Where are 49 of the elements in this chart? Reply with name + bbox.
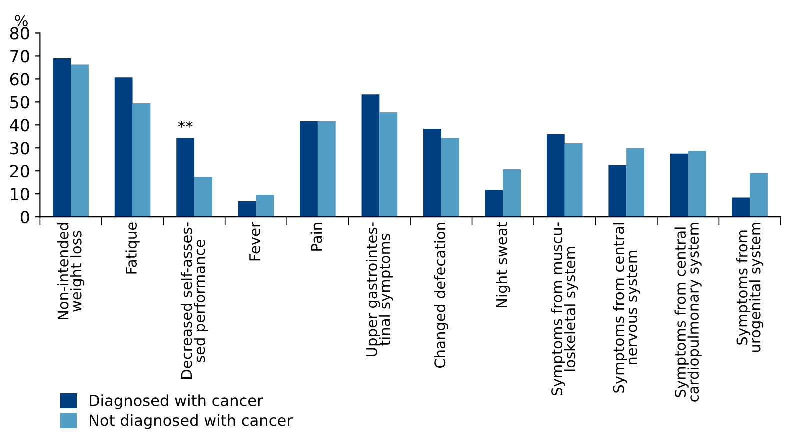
y-tick-label: 10 <box>11 188 30 201</box>
y-tick-label: 70 <box>10 50 30 63</box>
bar <box>732 198 750 218</box>
bar <box>546 134 565 218</box>
bar <box>318 121 336 218</box>
y-tick-label: 80 <box>10 27 30 40</box>
bar <box>670 154 688 218</box>
bar <box>688 151 706 218</box>
bar <box>608 165 627 218</box>
x-tick-label: Decreased self-asses- sed performance <box>180 222 208 379</box>
x-tick-label: Symptoms from urogenital system <box>736 223 764 352</box>
bar <box>53 58 72 218</box>
bar <box>503 170 522 218</box>
bar <box>362 94 380 218</box>
bar <box>238 201 256 218</box>
x-tick-label: Symptoms from muscu- loskeletal system <box>551 222 578 396</box>
bar <box>176 138 195 218</box>
bar <box>114 78 133 218</box>
y-tick-label: 60 <box>10 73 30 86</box>
x-tick-label: Night sweat <box>496 222 510 308</box>
annotation: ** <box>178 120 193 128</box>
x-tick-label: Upper gastrointes- tinal symptoms <box>366 222 394 356</box>
x-tick-label: Changed defecation <box>434 223 448 368</box>
bar <box>194 177 212 218</box>
y-tick-label: 40 <box>10 119 30 132</box>
bar <box>485 190 504 218</box>
bar <box>380 112 398 218</box>
x-tick-label: Pain <box>310 223 322 251</box>
x-tick-label: Symptoms from central nervous system <box>613 223 640 393</box>
bar <box>300 121 318 218</box>
y-tick-label: 30 <box>10 142 30 155</box>
bar <box>256 195 274 218</box>
bar <box>132 104 151 218</box>
legend-label: Not diagnosed with cancer <box>90 414 293 430</box>
bar <box>626 148 644 218</box>
x-tick-label: Fatique <box>126 222 140 274</box>
bar <box>424 129 442 218</box>
y-axis-title: % <box>15 15 28 27</box>
legend-label: Diagnosed with cancer <box>90 394 264 410</box>
y-tick-label: 20 <box>10 165 30 178</box>
bar <box>71 64 89 218</box>
x-tick-label: Symptoms from central cardiopulmonary system <box>674 223 702 402</box>
bar <box>750 173 768 218</box>
bar <box>441 138 460 218</box>
x-tick-label: Non-intended weight loss <box>57 223 85 320</box>
bar <box>564 144 583 218</box>
y-tick-label: 50 <box>10 96 30 109</box>
y-tick-label: 0 <box>20 211 30 224</box>
x-tick-label: Fever <box>250 222 260 261</box>
